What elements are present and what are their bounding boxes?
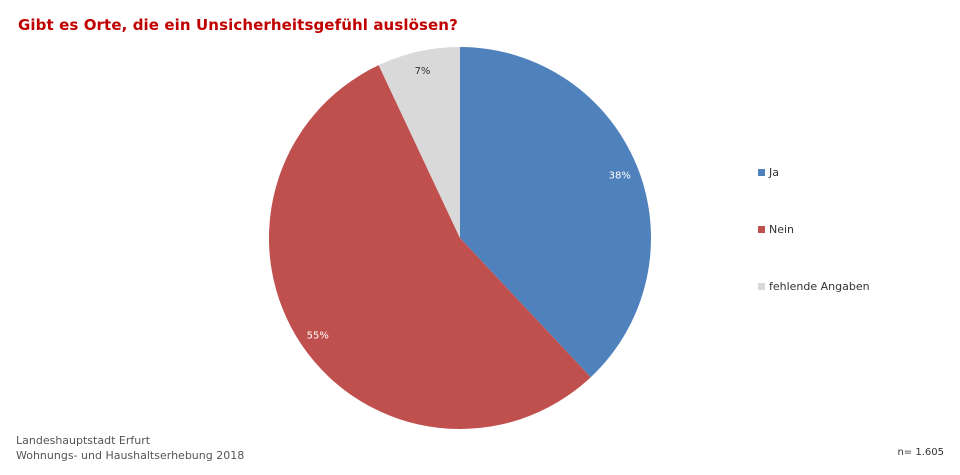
source-line-2: Wohnungs- und Haushaltserhebung 2018 xyxy=(16,449,245,462)
legend-label: Ja xyxy=(769,166,779,179)
sample-size: n= 1.605 xyxy=(897,447,944,458)
legend-label: Nein xyxy=(769,223,795,236)
legend-item-ja: Ja xyxy=(758,166,779,179)
pie-slice-fehlende-angaben xyxy=(378,47,460,238)
data-label-nein: 55% xyxy=(307,331,329,342)
data-label-fehlende-angaben: 7% xyxy=(415,66,431,77)
source-note: Landeshauptstadt Erfurt Wohnungs- und Ha… xyxy=(16,433,244,463)
legend-item-nein: Nein xyxy=(758,223,794,236)
pie-slice-ja xyxy=(460,47,651,378)
legend-swatch xyxy=(758,169,765,176)
chart-title: Gibt es Orte, die ein Unsicherheitsgefüh… xyxy=(18,16,458,34)
legend-swatch xyxy=(758,226,765,233)
legend-label: fehlende Angaben xyxy=(769,280,870,293)
pie-slice-nein xyxy=(268,65,591,430)
source-line-1: Landeshauptstadt Erfurt xyxy=(16,434,151,447)
legend-item-fehlende-angaben: fehlende Angaben xyxy=(758,280,870,293)
data-label-ja: 38% xyxy=(609,171,631,182)
legend-swatch xyxy=(758,283,765,290)
